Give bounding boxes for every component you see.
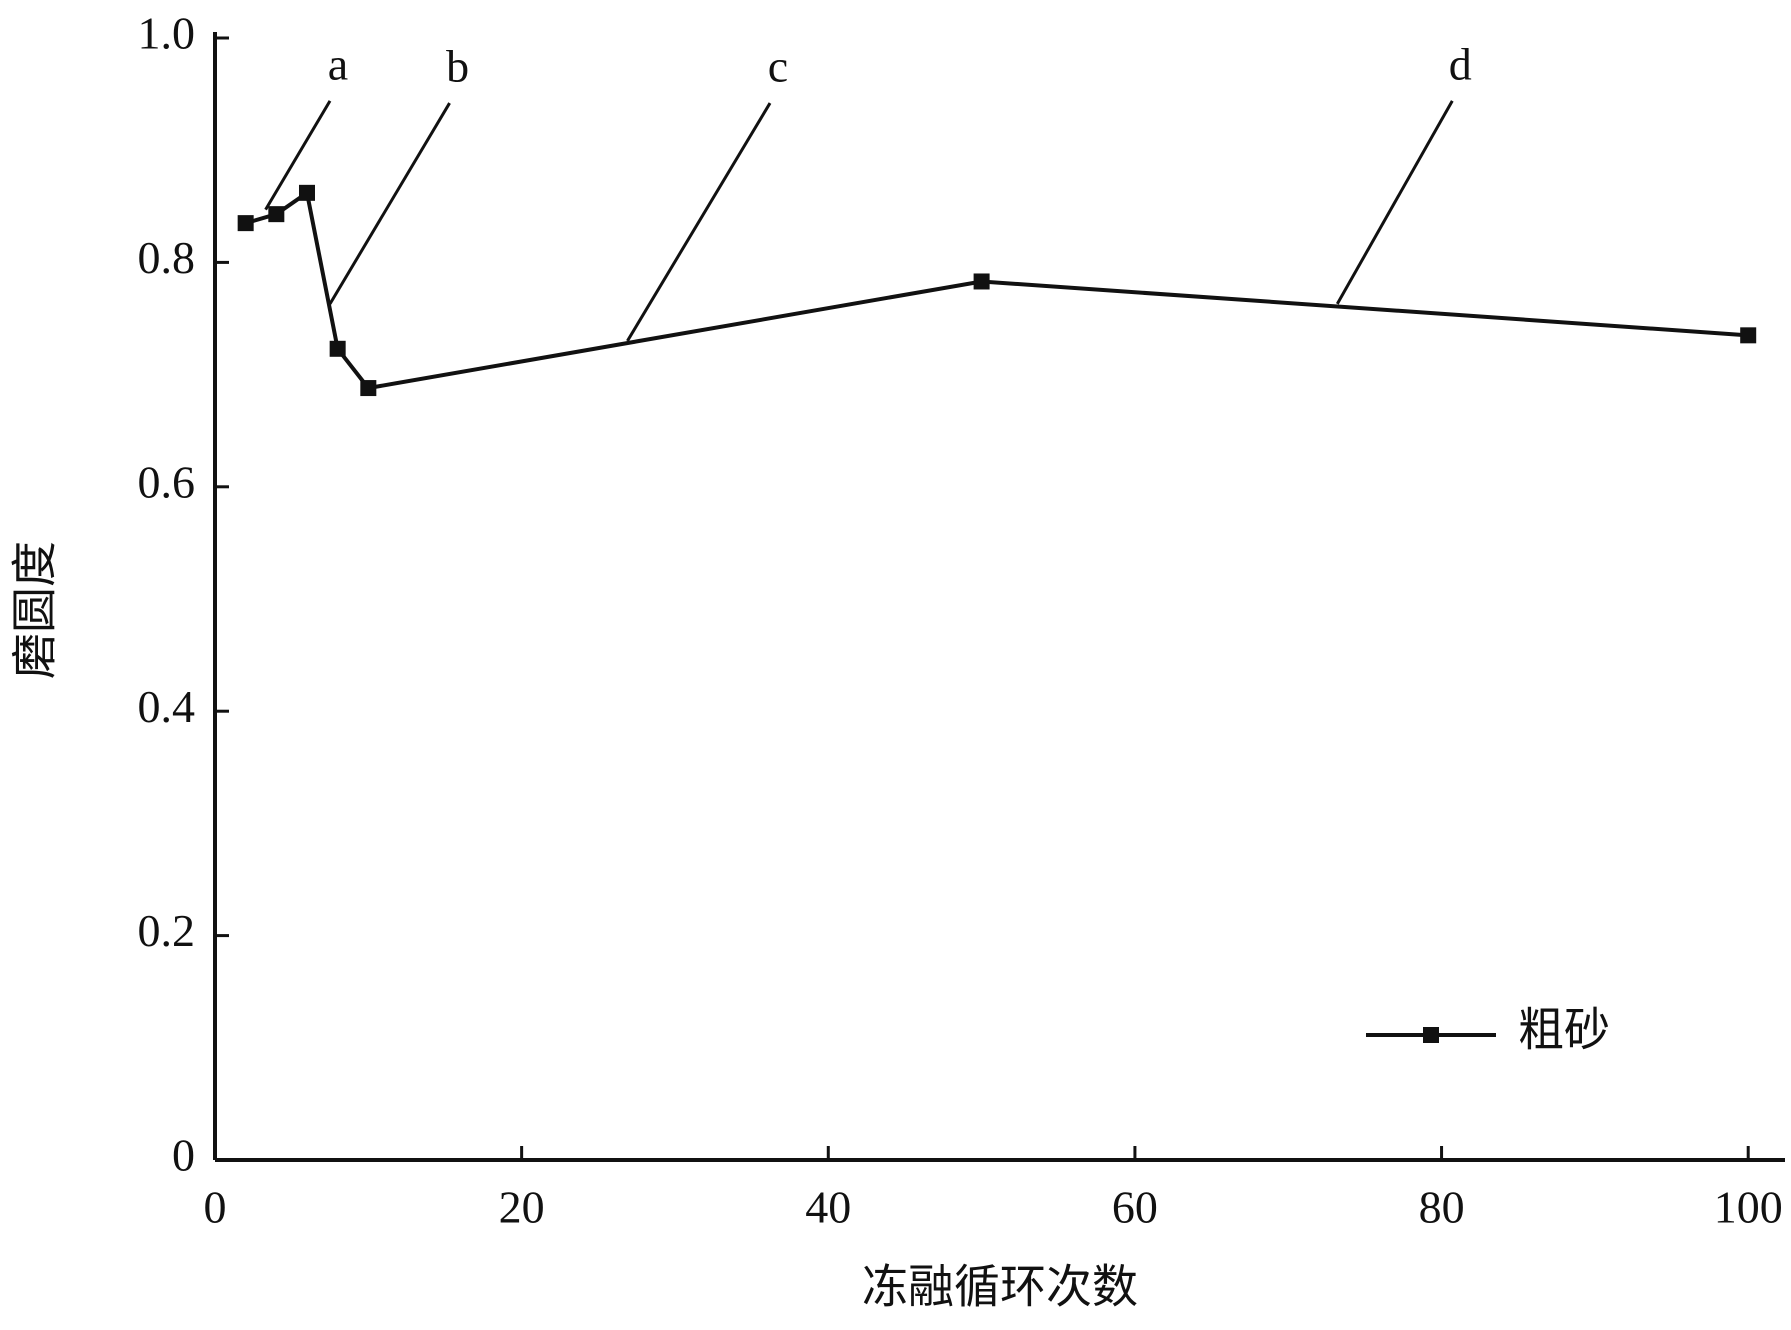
point-marker — [237, 215, 254, 232]
y-tick-label: 0.2 — [138, 905, 196, 956]
series-line — [245, 189, 1749, 391]
x-tick-label: 40 — [805, 1182, 851, 1233]
point-marker — [298, 184, 315, 201]
y-tick-label: 1.0 — [138, 8, 196, 59]
x-tick-label: 20 — [499, 1182, 545, 1233]
x-tick-label: 100 — [1714, 1182, 1783, 1233]
annotation-label: b — [446, 41, 469, 92]
annotation-leader — [1335, 100, 1454, 305]
annotation-label: d — [1449, 38, 1472, 89]
point-marker — [1740, 327, 1757, 344]
x-axis-label: 冻融循环次数 — [862, 1262, 1138, 1313]
annotation-leader — [264, 100, 332, 211]
y-axis-label: 磨圆度 — [10, 541, 61, 679]
y-tick-label: 0.8 — [138, 232, 196, 283]
point-marker — [973, 273, 990, 290]
point-marker — [268, 206, 285, 223]
x-tick-label: 80 — [1419, 1182, 1465, 1233]
point-marker — [360, 380, 377, 397]
annotation-label: c — [768, 41, 788, 92]
x-tick-label: 0 — [204, 1182, 227, 1233]
x-tick-label: 60 — [1112, 1182, 1158, 1233]
legend-marker — [1423, 1027, 1439, 1043]
legend-label: 粗砂 — [1518, 1005, 1610, 1056]
point-marker — [329, 340, 346, 357]
y-tick-label: 0.6 — [138, 456, 196, 507]
y-tick-label: 0.4 — [138, 681, 196, 732]
annotation-label: a — [328, 38, 348, 89]
y-tick-label: 0 — [172, 1130, 195, 1181]
annotation-leader — [328, 102, 451, 305]
annotation-leader — [626, 102, 772, 342]
